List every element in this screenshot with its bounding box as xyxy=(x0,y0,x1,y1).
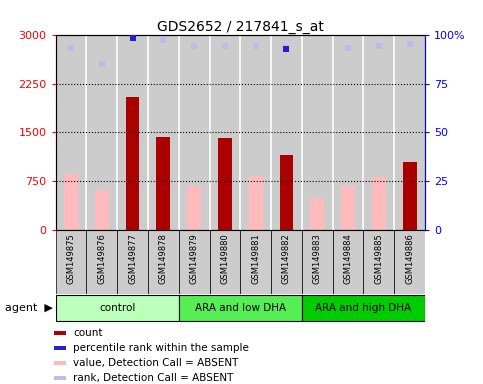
Bar xyxy=(117,35,148,230)
Text: rank, Detection Call = ABSENT: rank, Detection Call = ABSENT xyxy=(73,373,234,383)
Point xyxy=(375,43,383,50)
Bar xyxy=(302,35,333,230)
Bar xyxy=(394,230,425,294)
Bar xyxy=(148,230,179,294)
Point xyxy=(221,43,229,50)
Point xyxy=(406,41,413,48)
Text: agent  ▶: agent ▶ xyxy=(5,303,53,313)
Text: GSM149880: GSM149880 xyxy=(220,233,229,284)
Bar xyxy=(271,230,302,294)
Bar xyxy=(86,35,117,230)
Bar xyxy=(333,35,364,230)
Bar xyxy=(54,376,66,380)
Bar xyxy=(56,295,179,321)
Bar xyxy=(210,35,240,230)
Text: GSM149879: GSM149879 xyxy=(190,233,199,284)
Text: value, Detection Call = ABSENT: value, Detection Call = ABSENT xyxy=(73,358,239,368)
Bar xyxy=(56,230,86,294)
Point xyxy=(98,61,106,67)
Bar xyxy=(64,174,78,230)
Bar xyxy=(56,35,86,230)
Bar xyxy=(218,138,232,230)
Text: percentile rank within the sample: percentile rank within the sample xyxy=(73,343,249,353)
Text: GSM149876: GSM149876 xyxy=(97,233,106,285)
Bar xyxy=(117,230,148,294)
Bar xyxy=(249,176,263,230)
Title: GDS2652 / 217841_s_at: GDS2652 / 217841_s_at xyxy=(157,20,324,33)
Text: control: control xyxy=(99,303,135,313)
Bar xyxy=(86,230,117,294)
Text: GSM149878: GSM149878 xyxy=(159,233,168,285)
Bar xyxy=(394,35,425,230)
Bar xyxy=(179,35,210,230)
Text: ARA and high DHA: ARA and high DHA xyxy=(315,303,412,313)
Bar xyxy=(302,230,333,294)
Text: GSM149875: GSM149875 xyxy=(67,233,75,284)
Point xyxy=(252,43,259,50)
Bar xyxy=(54,331,66,335)
Bar xyxy=(341,186,355,230)
Text: GSM149884: GSM149884 xyxy=(343,233,353,284)
Text: GSM149881: GSM149881 xyxy=(251,233,260,284)
Text: GSM149885: GSM149885 xyxy=(374,233,384,284)
Point xyxy=(190,43,198,50)
Bar xyxy=(148,35,179,230)
Point xyxy=(159,37,167,43)
Point xyxy=(67,45,75,51)
Text: ARA and low DHA: ARA and low DHA xyxy=(195,303,286,313)
Bar xyxy=(126,97,140,230)
Bar xyxy=(179,230,210,294)
Bar xyxy=(364,230,394,294)
Bar xyxy=(302,295,425,321)
Point xyxy=(344,45,352,51)
Bar xyxy=(311,199,324,230)
Bar xyxy=(271,35,302,230)
Text: GSM149882: GSM149882 xyxy=(282,233,291,284)
Bar xyxy=(280,156,293,230)
Bar xyxy=(54,346,66,350)
Bar xyxy=(156,186,170,230)
Text: GSM149886: GSM149886 xyxy=(405,233,414,285)
Text: GSM149877: GSM149877 xyxy=(128,233,137,285)
Point xyxy=(283,46,290,52)
Bar xyxy=(187,186,201,230)
Bar xyxy=(364,35,394,230)
Bar xyxy=(333,230,364,294)
Point xyxy=(128,35,136,41)
Text: count: count xyxy=(73,328,103,338)
Bar xyxy=(240,230,271,294)
Bar xyxy=(179,295,302,321)
Bar xyxy=(210,230,240,294)
Bar xyxy=(156,137,170,230)
Bar xyxy=(240,35,271,230)
Bar xyxy=(372,177,386,230)
Bar xyxy=(54,361,66,365)
Text: GSM149883: GSM149883 xyxy=(313,233,322,285)
Point xyxy=(283,45,290,51)
Bar xyxy=(95,190,109,230)
Bar xyxy=(403,162,416,230)
